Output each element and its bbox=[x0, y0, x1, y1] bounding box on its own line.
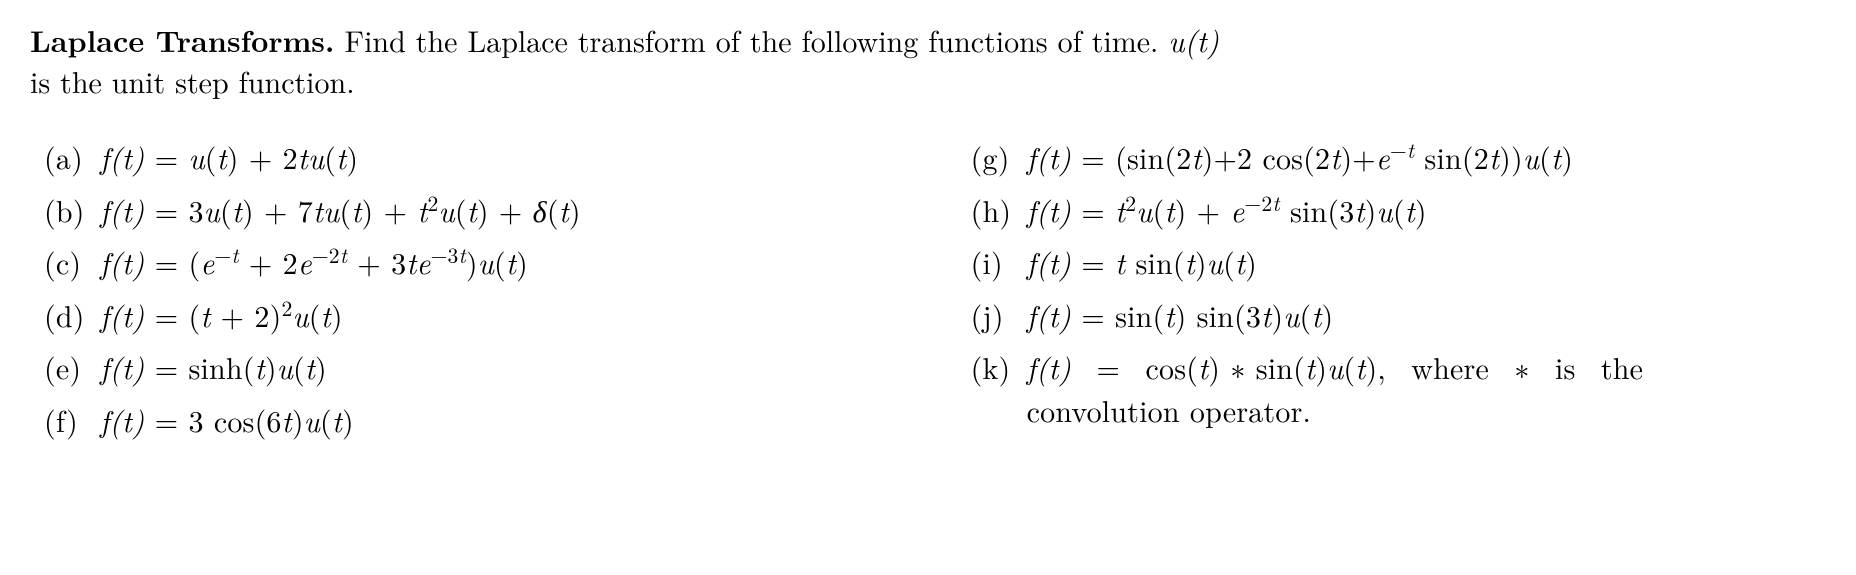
rhs: u(t) + 2tu(t) bbox=[188, 135, 358, 178]
lhs: f(t) bbox=[100, 345, 145, 388]
left-column: (a) f(t) = u(t) + 2tu(t) (b) f(t) = 3u(t… bbox=[30, 137, 971, 452]
intro-text-1: Find the Laplace transform of the follow… bbox=[345, 18, 1159, 61]
problem-item: (a) f(t) = u(t) + 2tu(t) bbox=[44, 137, 971, 178]
rhs: 3u(t) + 7tu(t) + t2u(t) + δ(t) bbox=[188, 188, 580, 231]
item-expression: f(t) = (e−t + 2e−2t + 3te−3t)u(t) bbox=[100, 242, 971, 283]
problem-item: (h) f(t) = t2u(t) + e−2t sin(3t)u(t) bbox=[971, 190, 1826, 231]
item-label: (c) bbox=[44, 242, 100, 283]
item-expression: f(t) = cos(t) ∗ sin(t)u(t), where ∗ is t… bbox=[1027, 347, 1826, 430]
problem-item: (d) f(t) = (t + 2)2u(t) bbox=[44, 295, 971, 336]
problem-item: (g) f(t) = (sin(2t)+2 cos(2t)+e−t sin(2t… bbox=[971, 137, 1826, 178]
lhs: f(t) bbox=[100, 188, 145, 231]
unit-step-symbol: u(t) bbox=[1168, 18, 1219, 61]
problem-columns: (a) f(t) = u(t) + 2tu(t) (b) f(t) = 3u(t… bbox=[30, 137, 1826, 452]
rhs: (t + 2)2u(t) bbox=[188, 293, 342, 336]
item-expression: f(t) = sin(t) sin(3t)u(t) bbox=[1027, 295, 1826, 336]
item-label: (b) bbox=[44, 190, 100, 231]
intro-paragraph: Laplace Transforms. Find the Laplace tra… bbox=[30, 20, 1826, 101]
item-label: (g) bbox=[971, 137, 1027, 178]
lhs: f(t) bbox=[100, 240, 145, 283]
item-label: (f) bbox=[44, 400, 100, 441]
right-column: (g) f(t) = (sin(2t)+2 cos(2t)+e−t sin(2t… bbox=[971, 137, 1826, 452]
lhs: f(t) bbox=[100, 293, 145, 336]
lhs: f(t) bbox=[1027, 345, 1072, 388]
item-label: (d) bbox=[44, 295, 100, 336]
problem-item: (b) f(t) = 3u(t) + 7tu(t) + t2u(t) + δ(t… bbox=[44, 190, 971, 231]
item-expression: f(t) = 3 cos(6t)u(t) bbox=[100, 400, 971, 441]
problem-item: (i) f(t) = t sin(t)u(t) bbox=[971, 242, 1826, 283]
item-expression: f(t) = (sin(2t)+2 cos(2t)+e−t sin(2t))u(… bbox=[1027, 137, 1826, 178]
item-label: (i) bbox=[971, 242, 1027, 283]
lhs: f(t) bbox=[1027, 293, 1072, 336]
intro-text-2: is the unit step function. bbox=[30, 59, 355, 102]
rhs: sin(t) sin(3t)u(t) bbox=[1115, 293, 1333, 336]
item-label: (e) bbox=[44, 347, 100, 388]
item-expression: f(t) = (t + 2)2u(t) bbox=[100, 295, 971, 336]
rhs: t2u(t) + e−2t sin(3t)u(t) bbox=[1115, 188, 1427, 231]
rhs: (e−t + 2e−2t + 3te−3t)u(t) bbox=[188, 240, 528, 283]
rhs: sinh(t)u(t) bbox=[188, 345, 326, 388]
item-label: (j) bbox=[971, 295, 1027, 336]
lhs: f(t) bbox=[1027, 240, 1072, 283]
item-label: (k) bbox=[971, 347, 1027, 388]
item-expression: f(t) = t2u(t) + e−2t sin(3t)u(t) bbox=[1027, 190, 1826, 231]
problem-item: (k) f(t) = cos(t) ∗ sin(t)u(t), where ∗ … bbox=[971, 347, 1826, 430]
item-expression: f(t) = sinh(t)u(t) bbox=[100, 347, 971, 388]
problem-item: (e) f(t) = sinh(t)u(t) bbox=[44, 347, 971, 388]
section-title: Laplace Transforms. bbox=[30, 18, 335, 61]
item-label: (a) bbox=[44, 137, 100, 178]
item-expression: f(t) = 3u(t) + 7tu(t) + t2u(t) + δ(t) bbox=[100, 190, 971, 231]
lhs: f(t) bbox=[100, 135, 145, 178]
lhs: f(t) bbox=[100, 398, 145, 441]
rhs: (sin(2t)+2 cos(2t)+e−t sin(2t))u(t) bbox=[1115, 135, 1573, 178]
item-label: (h) bbox=[971, 190, 1027, 231]
problem-item: (j) f(t) = sin(t) sin(3t)u(t) bbox=[971, 295, 1826, 336]
item-expression: f(t) = u(t) + 2tu(t) bbox=[100, 137, 971, 178]
item-expression: f(t) = t sin(t)u(t) bbox=[1027, 242, 1826, 283]
rhs: cos(t) ∗ sin(t)u(t), where ∗ is the conv… bbox=[1027, 345, 1826, 430]
lhs: f(t) bbox=[1027, 188, 1072, 231]
problem-item: (f) f(t) = 3 cos(6t)u(t) bbox=[44, 400, 971, 441]
rhs: 3 cos(6t)u(t) bbox=[188, 398, 353, 441]
lhs: f(t) bbox=[1027, 135, 1072, 178]
problem-item: (c) f(t) = (e−t + 2e−2t + 3te−3t)u(t) bbox=[44, 242, 971, 283]
rhs: t sin(t)u(t) bbox=[1115, 240, 1257, 283]
